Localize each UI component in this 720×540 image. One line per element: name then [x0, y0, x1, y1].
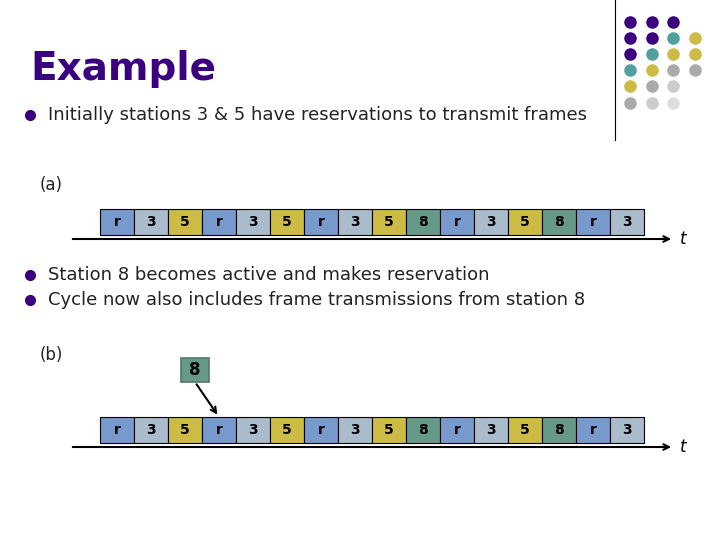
- Bar: [236, 209, 270, 235]
- Bar: [406, 417, 440, 443]
- Text: 3: 3: [248, 423, 258, 437]
- Bar: [270, 209, 304, 235]
- Text: Initially stations 3 & 5 have reservations to transmit frames: Initially stations 3 & 5 have reservatio…: [48, 106, 587, 124]
- Text: r: r: [454, 423, 460, 437]
- Bar: [508, 209, 542, 235]
- Text: 3: 3: [622, 215, 632, 229]
- Text: 5: 5: [282, 215, 292, 229]
- Text: t: t: [680, 230, 686, 248]
- Text: r: r: [590, 423, 596, 437]
- Text: 3: 3: [486, 215, 496, 229]
- Text: t: t: [680, 438, 686, 456]
- Bar: [168, 209, 202, 235]
- Bar: [134, 209, 168, 235]
- Text: 8: 8: [418, 215, 428, 229]
- Text: 3: 3: [350, 423, 360, 437]
- Bar: [576, 417, 610, 443]
- Text: 5: 5: [520, 215, 530, 229]
- Text: 3: 3: [486, 423, 496, 437]
- Bar: [474, 209, 508, 235]
- Bar: [304, 417, 338, 443]
- Text: (b): (b): [40, 346, 63, 364]
- Text: 5: 5: [180, 215, 190, 229]
- Bar: [372, 417, 406, 443]
- Bar: [508, 417, 542, 443]
- Bar: [202, 417, 236, 443]
- Text: r: r: [318, 215, 325, 229]
- Bar: [202, 209, 236, 235]
- Bar: [338, 417, 372, 443]
- Bar: [406, 209, 440, 235]
- Text: 5: 5: [384, 423, 394, 437]
- Bar: [181, 358, 209, 382]
- Text: 3: 3: [350, 215, 360, 229]
- Bar: [474, 417, 508, 443]
- Text: r: r: [114, 423, 120, 437]
- Text: r: r: [215, 423, 222, 437]
- Text: r: r: [215, 215, 222, 229]
- Bar: [100, 209, 134, 235]
- Text: Station 8 becomes active and makes reservation: Station 8 becomes active and makes reser…: [48, 266, 490, 284]
- Text: r: r: [454, 215, 460, 229]
- Bar: [610, 209, 644, 235]
- Bar: [100, 417, 134, 443]
- Text: 8: 8: [189, 361, 201, 379]
- Text: 5: 5: [384, 215, 394, 229]
- Text: 8: 8: [418, 423, 428, 437]
- Bar: [168, 417, 202, 443]
- Text: 3: 3: [146, 215, 156, 229]
- Bar: [610, 417, 644, 443]
- Text: 8: 8: [554, 423, 564, 437]
- Text: r: r: [114, 215, 120, 229]
- Text: Cycle now also includes frame transmissions from station 8: Cycle now also includes frame transmissi…: [48, 291, 585, 309]
- Bar: [270, 417, 304, 443]
- Text: r: r: [318, 423, 325, 437]
- Text: 5: 5: [180, 423, 190, 437]
- Text: 3: 3: [248, 215, 258, 229]
- Text: 3: 3: [622, 423, 632, 437]
- Text: 5: 5: [282, 423, 292, 437]
- Bar: [338, 209, 372, 235]
- Text: (a): (a): [40, 176, 63, 194]
- Bar: [304, 209, 338, 235]
- Text: 5: 5: [520, 423, 530, 437]
- Bar: [542, 209, 576, 235]
- Bar: [440, 417, 474, 443]
- Text: 8: 8: [554, 215, 564, 229]
- Text: 3: 3: [146, 423, 156, 437]
- Text: r: r: [590, 215, 596, 229]
- Bar: [576, 209, 610, 235]
- Bar: [236, 417, 270, 443]
- Bar: [440, 209, 474, 235]
- Bar: [372, 209, 406, 235]
- Text: Example: Example: [30, 50, 216, 88]
- Bar: [542, 417, 576, 443]
- Bar: [134, 417, 168, 443]
